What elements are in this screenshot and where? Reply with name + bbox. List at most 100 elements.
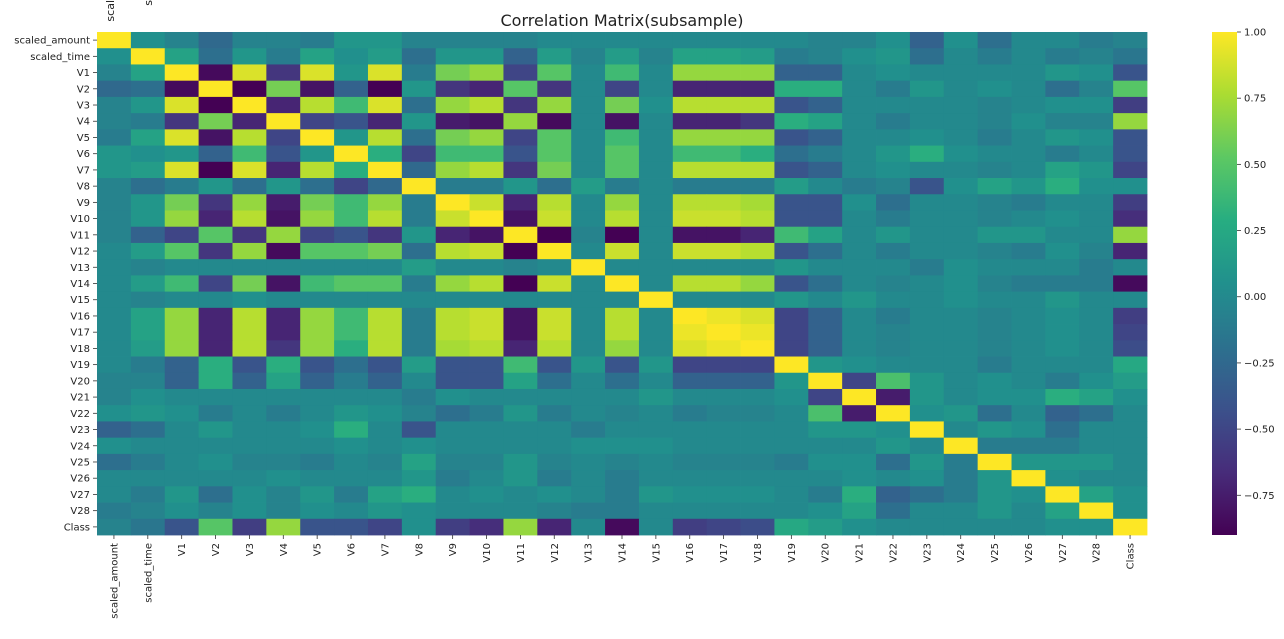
heatmap-cell (977, 210, 1012, 228)
heatmap-cell (1079, 113, 1114, 130)
heatmap-cell (842, 242, 877, 260)
heatmap-cell (571, 307, 606, 325)
heatmap-cell (164, 96, 200, 114)
heatmap-cell (706, 161, 741, 179)
heatmap-cell (97, 178, 132, 195)
heatmap-cell (638, 486, 674, 503)
heatmap-cell (740, 161, 775, 179)
heatmap-cell (1113, 372, 1148, 390)
heatmap-cell (198, 64, 233, 82)
heatmap-cell (774, 161, 809, 179)
heatmap-cell (943, 96, 979, 114)
heatmap-cell (638, 226, 674, 244)
heatmap-cell (130, 194, 166, 211)
heatmap-cell (740, 80, 775, 98)
heatmap-cell (774, 32, 809, 49)
heatmap-cell (909, 356, 945, 374)
heatmap-cell (503, 145, 538, 163)
heatmap-cell (909, 502, 945, 520)
heatmap-cell (300, 372, 335, 390)
heatmap-cell (571, 194, 606, 211)
y-tick-label: V23 (70, 425, 90, 436)
heatmap-cell (808, 486, 843, 503)
heatmap-cell (943, 48, 979, 65)
heatmap-cell (1011, 96, 1046, 114)
heatmap-cell (164, 48, 200, 65)
heatmap-cell (266, 340, 301, 357)
heatmap-cell (367, 518, 403, 536)
heatmap-cell (1045, 340, 1080, 357)
heatmap-cell (571, 388, 606, 406)
heatmap-cell (401, 113, 437, 130)
heatmap-cell (638, 129, 674, 146)
heatmap-cell (503, 242, 538, 260)
heatmap-cell (198, 210, 233, 228)
heatmap-cell (638, 210, 674, 228)
heatmap-cell (842, 275, 877, 293)
colorbar-tick-label: 1.00 (1244, 28, 1266, 39)
heatmap-cell (1045, 388, 1080, 406)
heatmap-cell (367, 194, 403, 211)
heatmap-cell (334, 405, 369, 422)
x-tick-label: Class (1126, 543, 1137, 569)
heatmap-cell (1079, 518, 1114, 536)
heatmap-cell (367, 340, 403, 357)
heatmap-cell (774, 129, 809, 146)
heatmap-cell (1045, 486, 1080, 503)
heatmap-cell (943, 307, 979, 325)
heatmap-cell (97, 194, 132, 211)
y-tick-label: V22 (70, 409, 90, 420)
heatmap-cell (977, 324, 1012, 341)
heatmap-cell (232, 242, 267, 260)
heatmap-cell (977, 453, 1012, 471)
heatmap-cell (130, 486, 166, 503)
heatmap-cell (367, 324, 403, 341)
heatmap-cell (266, 178, 301, 195)
heatmap-cell (1113, 437, 1148, 455)
heatmap-cell (164, 388, 200, 406)
heatmap-cell (605, 32, 640, 49)
heatmap-cell (943, 421, 979, 439)
heatmap-cell (808, 64, 843, 82)
heatmap-cell (469, 259, 504, 276)
heatmap-cell (266, 161, 301, 179)
x-tick-label: V16 (685, 543, 696, 563)
heatmap-cell (1045, 259, 1080, 276)
heatmap-cell (164, 32, 200, 49)
heatmap-cell (300, 48, 335, 65)
heatmap-cell (1011, 113, 1046, 130)
heatmap-cell (300, 242, 335, 260)
heatmap-cell (876, 161, 911, 179)
y-tick-label: V1 (77, 68, 90, 79)
heatmap-cell (638, 242, 674, 260)
heatmap-cell (537, 421, 572, 439)
heatmap-cell (605, 486, 640, 503)
heatmap-cell (232, 437, 267, 455)
heatmap-cell (266, 275, 301, 293)
x-tick-label: V9 (448, 543, 459, 556)
heatmap-cell (198, 194, 233, 211)
heatmap-cell (164, 470, 200, 487)
heatmap-cell (571, 80, 606, 98)
heatmap-cell (232, 405, 267, 422)
heatmap-cell (232, 356, 267, 374)
heatmap-cell (164, 372, 200, 390)
heatmap-cell (367, 307, 403, 325)
heatmap-cell (232, 178, 267, 195)
heatmap-cell (435, 518, 470, 536)
heatmap-cell (943, 259, 979, 276)
x-tick-label: V8 (414, 543, 425, 556)
heatmap-cell (605, 356, 640, 374)
heatmap-cell (503, 307, 538, 325)
heatmap-cell (435, 421, 470, 439)
heatmap-cell (740, 96, 775, 114)
heatmap-cell (435, 32, 470, 49)
heatmap-cell (943, 178, 979, 195)
y-tick-label: V3 (77, 101, 90, 112)
x-tick-label: V5 (313, 543, 324, 556)
heatmap-cell (130, 388, 166, 406)
heatmap-cell (300, 129, 335, 146)
heatmap-cell (605, 405, 640, 422)
heatmap-cell (706, 356, 741, 374)
